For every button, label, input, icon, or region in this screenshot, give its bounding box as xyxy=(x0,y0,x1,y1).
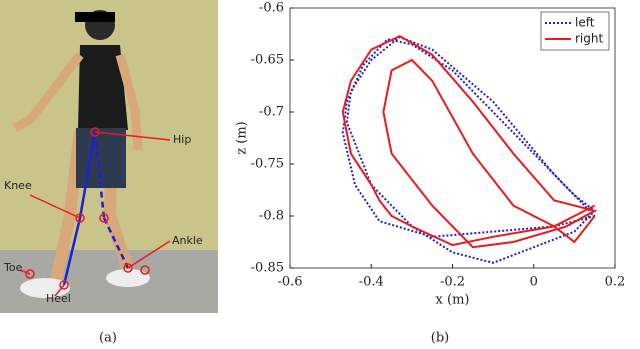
y-tick-label: -0.8 xyxy=(259,209,284,224)
photo xyxy=(0,0,218,313)
legend-box xyxy=(540,11,610,51)
toe-label: Toe xyxy=(3,261,23,274)
knee-label: Knee xyxy=(4,179,32,192)
y-tick-label: -0.75 xyxy=(251,157,284,172)
series-line xyxy=(341,34,598,249)
caption-b: (b) xyxy=(431,331,449,346)
y-tick-label: -0.85 xyxy=(251,261,284,276)
x-tick-label: 0 xyxy=(530,275,538,290)
y-tick-label: -0.6 xyxy=(259,1,284,16)
ankle-label: Ankle xyxy=(172,234,203,247)
x-axis-label: x (m) xyxy=(436,293,470,308)
legend-label: right xyxy=(575,32,603,46)
y-axis-label: z (m) xyxy=(235,121,250,154)
x-tick-label: -0.2 xyxy=(440,275,465,290)
x-tick-label: 0.2 xyxy=(605,275,626,290)
y-tick-label: -0.65 xyxy=(251,53,284,68)
x-tick-label: -0.4 xyxy=(359,275,384,290)
caption-a: (a) xyxy=(99,331,117,346)
hip-label: Hip xyxy=(173,133,191,146)
y-tick-label: -0.7 xyxy=(259,105,284,120)
heel-label: Heel xyxy=(46,292,71,305)
legend-label: left xyxy=(575,16,595,30)
x-tick-label: -0.6 xyxy=(277,275,302,290)
